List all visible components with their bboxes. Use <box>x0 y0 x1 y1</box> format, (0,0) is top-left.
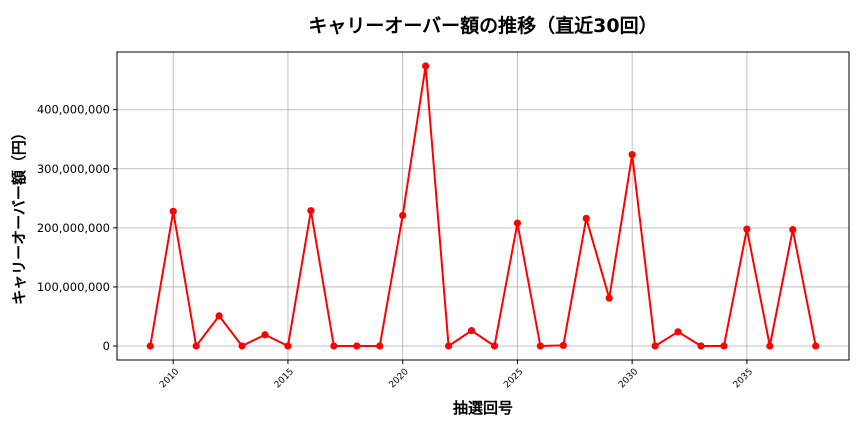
data-point-2034 <box>720 342 728 350</box>
data-point-2029 <box>605 294 613 302</box>
axes-layer <box>113 51 850 364</box>
chart-title: キャリーオーバー額の推移（直近30回） <box>308 14 657 37</box>
data-point-2035 <box>743 225 751 233</box>
data-point-2031 <box>651 342 659 350</box>
data-point-2012 <box>215 312 223 320</box>
data-point-2024 <box>490 342 499 350</box>
tick-label-layer: 0 100,000,000 200,000,000 300,000,000 400,00… <box>37 103 755 391</box>
data-point-2018 <box>353 342 361 350</box>
x-tick-label-2015: 2015 <box>273 367 296 390</box>
data-point-2025 <box>513 219 522 227</box>
x-tick-label-2030: 2030 <box>617 367 640 390</box>
data-point-2030 <box>628 151 636 159</box>
data-point-2036 <box>766 342 774 350</box>
data-point-2026 <box>536 342 544 350</box>
data-point-2017 <box>330 342 338 350</box>
data-point-2032 <box>674 328 682 336</box>
data-point-2038 <box>812 342 820 350</box>
data-point-2016 <box>307 207 315 215</box>
y-tick-label-4: 400,000,000 <box>37 103 110 117</box>
data-point-2019 <box>376 342 384 350</box>
data-point-2009 <box>146 342 154 350</box>
data-point-2014 <box>261 331 269 339</box>
data-point-2023 <box>467 327 476 335</box>
x-tick-label-2020: 2020 <box>388 367 411 390</box>
data-point-2028 <box>582 214 590 223</box>
grid-layer <box>117 52 849 360</box>
data-point-2027 <box>559 341 567 350</box>
data-point-2020 <box>399 211 407 220</box>
data-point-2013 <box>238 342 246 350</box>
y-axis-label: キャリーオーバー額（円） <box>10 125 28 305</box>
y-tick-label-1: 100,000,000 <box>37 280 110 294</box>
data-point-2022 <box>444 342 453 350</box>
data-point-2033 <box>697 342 705 350</box>
y-tick-label-3: 300,000,000 <box>37 162 110 176</box>
x-tick-label-2010: 2010 <box>158 367 181 390</box>
y-tick-label-2: 200,000,000 <box>37 221 110 235</box>
data-point-2037 <box>789 226 797 234</box>
data-point-2011 <box>192 342 200 350</box>
data-point-2010 <box>169 207 177 215</box>
series-layer <box>146 62 820 350</box>
x-tick-label-2035: 2035 <box>732 367 755 390</box>
plot-frame <box>116 51 850 361</box>
data-point-2021 <box>422 62 430 70</box>
x-tick-label-2025: 2025 <box>502 367 525 390</box>
x-axis-label: 抽選回号 <box>453 399 513 417</box>
data-point-2015 <box>284 342 292 350</box>
y-tick-label-0: 0 <box>103 339 110 353</box>
series-line-0 <box>149 65 817 347</box>
